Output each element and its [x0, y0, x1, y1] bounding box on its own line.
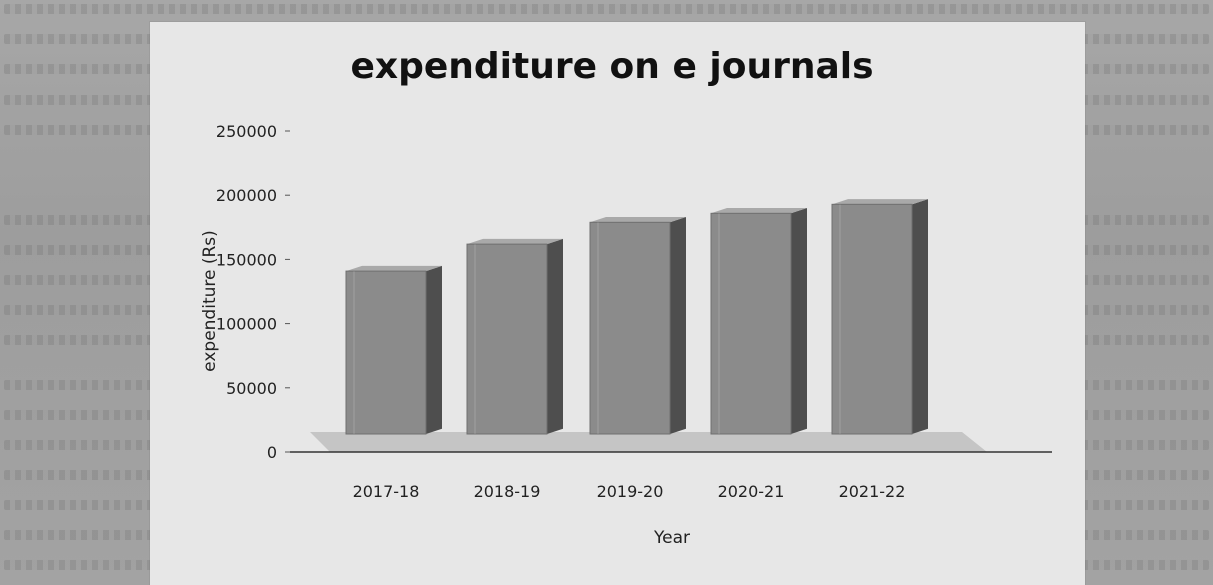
x-axis-title: Year — [653, 528, 690, 548]
bar-side-face — [547, 238, 563, 434]
bar-front-face — [345, 270, 427, 435]
bar-top-face — [346, 265, 442, 272]
y-axis-title: expenditure (Rs) — [200, 230, 220, 372]
bar-2019-20 — [589, 217, 686, 435]
y-tick-label: 50000 — [226, 379, 277, 398]
axis-layer: 0 50000 100000 150000 200000 250000 2017-18 201… — [216, 122, 1052, 501]
chart-floor-layer — [310, 432, 987, 452]
bar-2018-19 — [466, 238, 563, 435]
chart-title: expenditure on e journals — [350, 46, 873, 87]
y-tick-label: 200000 — [216, 186, 277, 205]
bar-2020-21 — [710, 208, 807, 435]
y-tick-label: 150000 — [216, 250, 277, 269]
x-tick-label: 2019-20 — [597, 482, 664, 501]
bar-side-face — [912, 199, 928, 434]
bar-side-face — [670, 217, 686, 434]
bar-2017-18 — [345, 265, 442, 435]
blurred-text-line — [4, 4, 1209, 14]
bar-front-face — [589, 221, 671, 435]
bar-front-face — [710, 212, 792, 435]
bar-front-face — [466, 243, 548, 435]
y-tick-label: 250000 — [216, 122, 277, 141]
bar-side-face — [426, 265, 442, 434]
y-tick-label: 0 — [267, 443, 277, 462]
bar-side-face — [791, 208, 807, 434]
x-tick-label: 2021-22 — [839, 482, 906, 501]
bar-top-face — [711, 208, 807, 214]
x-tick-label: 2020-21 — [718, 482, 785, 501]
x-tick-label: 2017-18 — [353, 482, 420, 501]
bar-2021-22 — [831, 199, 928, 435]
chart-floor — [310, 432, 987, 452]
bars-layer — [345, 199, 928, 435]
bar-front-face — [831, 203, 913, 435]
x-tick-label: 2018-19 — [474, 482, 541, 501]
bar-top-face — [832, 199, 928, 205]
bar-top-face — [590, 217, 686, 223]
bar-top-face — [467, 238, 563, 245]
y-tick-label: 100000 — [216, 315, 277, 334]
